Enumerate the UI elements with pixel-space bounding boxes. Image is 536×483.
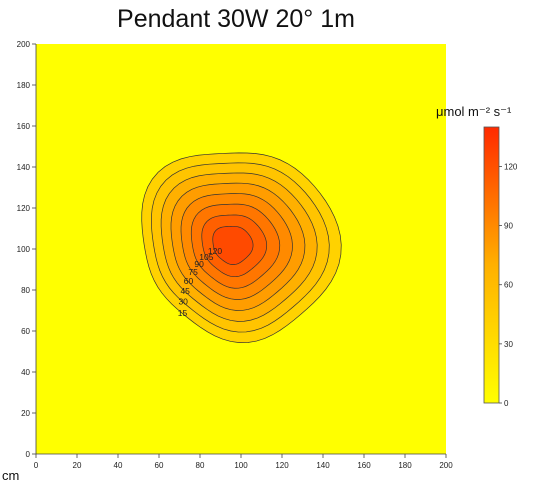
- y-tick-label: 20: [21, 409, 30, 418]
- x-tick-label: 20: [73, 461, 82, 470]
- y-tick-label: 0: [26, 450, 31, 459]
- colorbar-tick-label: 0: [504, 399, 509, 408]
- y-tick-label: 180: [17, 81, 31, 90]
- contour-label-45: 45: [180, 286, 190, 296]
- colorbar-tick-label: 90: [504, 222, 513, 231]
- x-axis: 0 20 40 60 80 100 120 140 160 180 200: [34, 453, 453, 470]
- y-tick-label: 60: [21, 327, 30, 336]
- contour-label-90: 90: [194, 259, 204, 269]
- y-tick-label: 80: [21, 286, 30, 295]
- x-tick-label: 40: [114, 461, 123, 470]
- y-axis: 0 20 40 60 80 100 120 140 160 180 200: [17, 40, 37, 459]
- y-tick-label: 100: [17, 245, 31, 254]
- colorbar-tick-label: 30: [504, 340, 513, 349]
- contour-label-105: 105: [199, 252, 213, 262]
- x-tick-label: 60: [155, 461, 164, 470]
- x-tick-label: 80: [196, 461, 205, 470]
- contour-label-15: 15: [178, 308, 188, 318]
- contour-120: [212, 225, 254, 265]
- y-tick-label: 140: [17, 163, 31, 172]
- contour-label-120: 120: [208, 246, 222, 256]
- x-tick-label: 200: [439, 461, 453, 470]
- x-tick-label: 100: [234, 461, 248, 470]
- x-unit-label: cm: [2, 468, 19, 483]
- x-tick-label: 0: [34, 461, 39, 470]
- colorbar-tick-label: 60: [504, 281, 513, 290]
- colorbar-gradient: [483, 126, 500, 404]
- x-tick-label: 180: [398, 461, 412, 470]
- x-tick-label: 120: [275, 461, 289, 470]
- contour-label-30: 30: [178, 296, 188, 306]
- x-tick-label: 140: [316, 461, 330, 470]
- x-tick-label: 160: [357, 461, 371, 470]
- y-tick-label: 160: [17, 122, 31, 131]
- colorbar-label: μmol m⁻² s⁻¹: [436, 104, 512, 119]
- colorbar-tick-label: 120: [504, 162, 518, 171]
- colorbar: 0 30 60 90 120: [483, 126, 518, 408]
- y-tick-label: 40: [21, 368, 30, 377]
- y-tick-label: 200: [17, 40, 31, 49]
- contour-label-75: 75: [188, 267, 198, 277]
- chart-title: Pendant 30W 20° 1m: [117, 5, 355, 33]
- y-tick-label: 120: [17, 204, 31, 213]
- contour-label-60: 60: [184, 276, 194, 286]
